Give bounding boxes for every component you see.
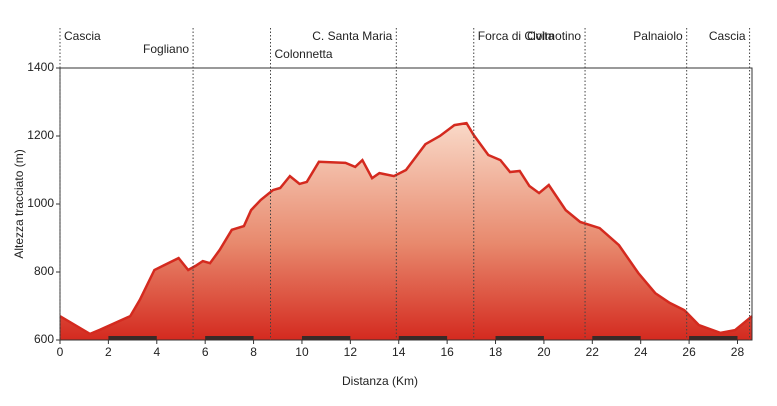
- x-tick-label: 22: [586, 345, 600, 359]
- distance-band: [689, 336, 738, 340]
- area-fill: [60, 123, 752, 340]
- y-tick-label: 600: [34, 332, 54, 346]
- x-tick-label: 24: [634, 345, 648, 359]
- x-tick-label: 16: [440, 345, 454, 359]
- profile-line: [59, 121, 753, 336]
- x-tick-label: 18: [489, 345, 503, 359]
- waypoint-label: Forca di Civita: [478, 29, 555, 43]
- y-tick-label: 1000: [27, 196, 54, 210]
- waypoint-label: Colmotino: [527, 29, 581, 43]
- x-tick-label: 4: [153, 345, 160, 359]
- waypoint-label: Cascia: [709, 29, 746, 43]
- x-axis-title: Distanza (Km): [342, 374, 418, 388]
- x-tick-label: 20: [537, 345, 551, 359]
- x-tick-label: 28: [731, 345, 745, 359]
- x-tick-label: 6: [202, 345, 209, 359]
- waypoint-label: Colonnetta: [275, 47, 333, 61]
- x-tick-label: 8: [250, 345, 257, 359]
- distance-band: [301, 336, 351, 340]
- waypoint-label: Cascia: [64, 29, 101, 43]
- distance-band: [398, 336, 448, 340]
- waypoint-label: Fogliano: [143, 42, 189, 56]
- x-tick-label: 2: [105, 345, 112, 359]
- waypoint-label: C. Santa Maria: [312, 29, 392, 43]
- x-tick-label: 26: [682, 345, 696, 359]
- waypoint-label: Palnaiolo: [633, 29, 683, 43]
- distance-band: [495, 336, 544, 340]
- distance-band: [205, 336, 254, 340]
- distance-band: [108, 336, 157, 340]
- y-tick-label: 1400: [27, 60, 54, 74]
- x-tick-label: 10: [295, 345, 309, 359]
- x-tick-label: 12: [344, 345, 358, 359]
- y-axis-title: Altezza tracciato (m): [12, 149, 26, 258]
- y-tick-label: 1200: [27, 128, 54, 142]
- x-tick-label: 14: [392, 345, 406, 359]
- y-tick-label: 800: [34, 264, 54, 278]
- distance-band: [592, 336, 641, 340]
- x-tick-label: 0: [57, 345, 64, 359]
